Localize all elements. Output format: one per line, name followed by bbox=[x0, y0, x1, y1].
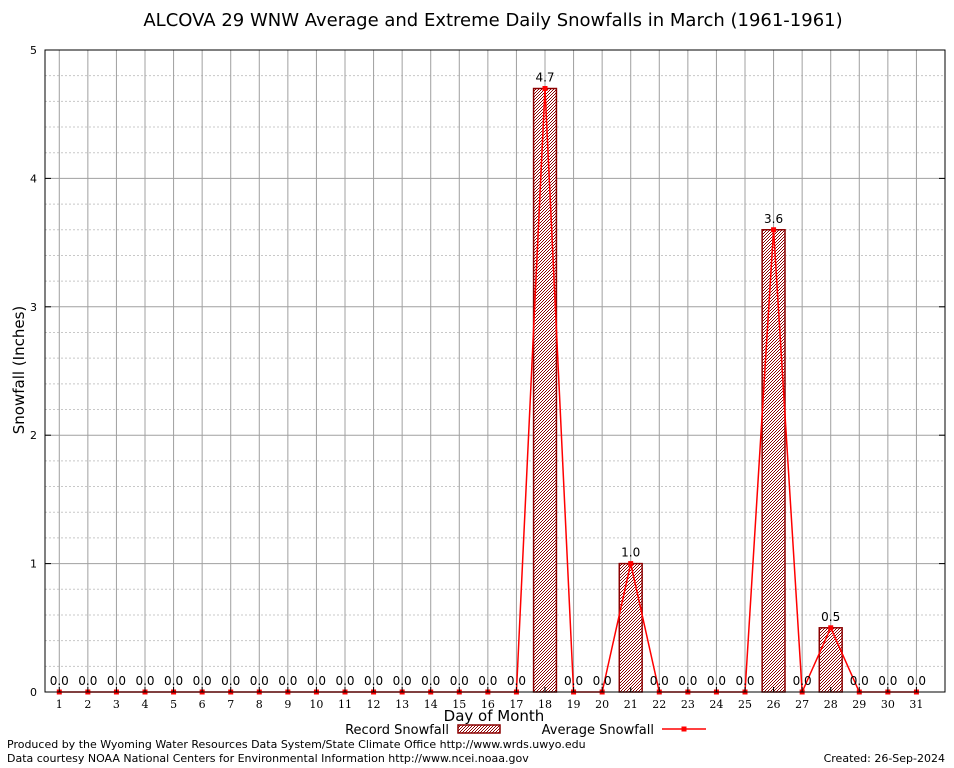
footer-data-courtesy: Data courtesy NOAA National Centers for … bbox=[7, 752, 529, 765]
x-tick-label: 3 bbox=[113, 698, 120, 711]
y-tick-label: 1 bbox=[30, 558, 37, 571]
x-tick-label: 16 bbox=[481, 698, 495, 711]
data-label: 0.0 bbox=[335, 674, 354, 688]
chart-title: ALCOVA 29 WNW Average and Extreme Daily … bbox=[143, 10, 842, 31]
x-tick-label: 11 bbox=[338, 698, 352, 711]
data-label: 0.0 bbox=[507, 674, 526, 688]
x-tick-label: 7 bbox=[227, 698, 234, 711]
y-tick-label: 0 bbox=[30, 686, 37, 699]
data-label: 0.0 bbox=[364, 674, 383, 688]
average-snowfall-point bbox=[628, 561, 634, 567]
x-tick-label: 19 bbox=[567, 698, 581, 711]
data-label: 0.0 bbox=[393, 674, 412, 688]
y-tick-label: 5 bbox=[30, 44, 37, 57]
data-label: 0.5 bbox=[821, 610, 840, 624]
record-snowfall-bar bbox=[818, 627, 843, 693]
data-label: 4.7 bbox=[535, 71, 554, 85]
legend: Record Snowfall Average Snowfall bbox=[345, 723, 706, 738]
x-tick-label: 2 bbox=[84, 698, 91, 711]
data-label: 0.0 bbox=[135, 674, 154, 688]
footer-created: Created: 26-Sep-2024 bbox=[824, 752, 945, 765]
data-label: 0.0 bbox=[564, 674, 583, 688]
data-label: 0.0 bbox=[478, 674, 497, 688]
x-tick-label: 10 bbox=[309, 698, 323, 711]
y-tick-label: 3 bbox=[30, 301, 37, 314]
plot-frame bbox=[44, 49, 946, 693]
x-tick-label: 27 bbox=[795, 698, 809, 711]
x-tick-label: 28 bbox=[824, 698, 838, 711]
data-labels: 0.0 0.0 0.0 0.0 0.0 0.0 0.0 0.0 0.0 0.0 0.0 0.0 0.0 0… bbox=[50, 71, 926, 688]
y-tick-label: 2 bbox=[30, 429, 37, 442]
data-label: 0.0 bbox=[907, 674, 926, 688]
data-label: 0.0 bbox=[878, 674, 897, 688]
x-tick-label: 29 bbox=[852, 698, 866, 711]
record-snowfall-bar bbox=[761, 229, 786, 693]
x-tick-label: 25 bbox=[738, 698, 752, 711]
x-tick-label: 13 bbox=[395, 698, 409, 711]
x-tick-label: 12 bbox=[367, 698, 381, 711]
record-snowfall-bar bbox=[532, 87, 558, 693]
x-tick-label: 6 bbox=[199, 698, 206, 711]
data-label: 0.0 bbox=[593, 674, 612, 688]
x-tick-label: 9 bbox=[284, 698, 291, 711]
record-snowfall-bars bbox=[532, 87, 843, 693]
data-label: 0.0 bbox=[707, 674, 726, 688]
x-tick-label: 26 bbox=[767, 698, 781, 711]
data-label: 0.0 bbox=[650, 674, 669, 688]
y-tick-label: 4 bbox=[30, 172, 37, 185]
record-snowfall-bar bbox=[618, 562, 643, 693]
average-snowfall-point bbox=[771, 227, 777, 233]
x-tick-label: 1 bbox=[56, 698, 63, 711]
x-tick-label: 14 bbox=[424, 698, 438, 711]
x-tick-label: 5 bbox=[170, 698, 177, 711]
x-tick-label: 18 bbox=[538, 698, 552, 711]
data-label: 3.6 bbox=[764, 212, 783, 226]
legend-label-average: Average Snowfall bbox=[542, 723, 654, 738]
x-tick-label: 15 bbox=[452, 698, 466, 711]
grid bbox=[45, 49, 945, 692]
data-label: 1.0 bbox=[621, 546, 640, 560]
average-snowfall-point bbox=[542, 86, 548, 92]
data-label: 0.0 bbox=[250, 674, 269, 688]
legend-marker-average bbox=[681, 726, 687, 732]
data-label: 0.0 bbox=[850, 674, 869, 688]
average-snowfall-point bbox=[828, 625, 834, 631]
footer-produced-by: Produced by the Wyoming Water Resources … bbox=[7, 738, 586, 751]
x-tick-label: 4 bbox=[142, 698, 149, 711]
data-label: 0.0 bbox=[421, 674, 440, 688]
data-label: 0.0 bbox=[793, 674, 812, 688]
data-label: 0.0 bbox=[78, 674, 97, 688]
data-label: 0.0 bbox=[278, 674, 297, 688]
x-tick-label: 20 bbox=[595, 698, 609, 711]
legend-swatch-record bbox=[457, 724, 501, 734]
x-tick-label: 17 bbox=[509, 698, 523, 711]
legend-label-record: Record Snowfall bbox=[345, 723, 449, 738]
data-label: 0.0 bbox=[164, 674, 183, 688]
data-label: 0.0 bbox=[107, 674, 126, 688]
data-label: 0.0 bbox=[193, 674, 212, 688]
x-tick-label: 22 bbox=[652, 698, 666, 711]
y-axis-title: Snowfall (Inches) bbox=[10, 306, 28, 434]
data-label: 0.0 bbox=[50, 674, 69, 688]
data-label: 0.0 bbox=[735, 674, 754, 688]
data-label: 0.0 bbox=[307, 674, 326, 688]
data-label: 0.0 bbox=[221, 674, 240, 688]
data-label: 0.0 bbox=[678, 674, 697, 688]
x-tick-label: 24 bbox=[709, 698, 723, 711]
x-tick-label: 23 bbox=[681, 698, 695, 711]
x-tick-label: 30 bbox=[881, 698, 895, 711]
x-tick-label: 8 bbox=[256, 698, 263, 711]
data-label: 0.0 bbox=[450, 674, 469, 688]
x-axis-title: Day of Month bbox=[444, 707, 545, 725]
x-tick-label: 31 bbox=[909, 698, 923, 711]
x-tick-label: 21 bbox=[624, 698, 638, 711]
